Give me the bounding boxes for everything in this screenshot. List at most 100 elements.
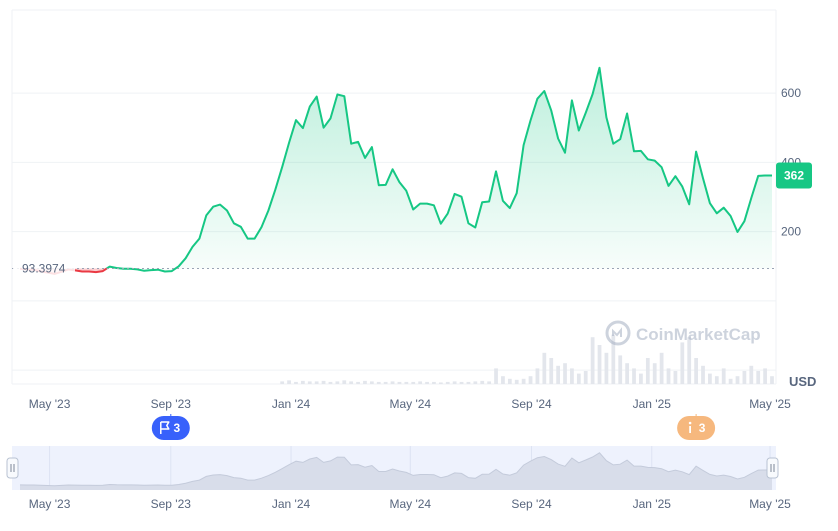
price-point[interactable] — [259, 225, 264, 230]
price-point[interactable] — [169, 269, 174, 274]
price-point[interactable] — [293, 118, 298, 123]
price-point[interactable] — [266, 208, 271, 213]
price-point[interactable] — [114, 265, 119, 270]
price-point[interactable] — [376, 183, 381, 188]
price-point[interactable] — [224, 208, 229, 213]
price-point[interactable] — [749, 196, 754, 201]
price-point[interactable] — [211, 204, 216, 209]
price-point[interactable] — [611, 141, 616, 146]
price-point[interactable] — [721, 205, 726, 210]
price-point[interactable] — [349, 141, 354, 146]
price-point[interactable] — [321, 125, 326, 130]
price-point[interactable] — [638, 148, 643, 153]
info-event-marker[interactable]: 3 — [677, 414, 716, 440]
price-point[interactable] — [438, 221, 443, 226]
price-point[interactable] — [335, 92, 340, 97]
price-point[interactable] — [176, 264, 181, 269]
navigator-left-handle[interactable] — [6, 457, 19, 479]
price-line-up[interactable] — [106, 66, 772, 273]
price-point[interactable] — [494, 169, 499, 174]
price-point[interactable] — [673, 174, 678, 179]
price-point[interactable] — [80, 269, 85, 274]
price-point[interactable] — [576, 128, 581, 133]
price-point[interactable] — [369, 145, 374, 150]
price-point[interactable] — [487, 199, 492, 204]
navigator-right-handle[interactable] — [766, 457, 779, 479]
event-marker-pill[interactable] — [677, 416, 716, 440]
price-point[interactable] — [694, 149, 699, 154]
price-point[interactable] — [300, 126, 305, 131]
price-point[interactable] — [763, 173, 768, 178]
price-point[interactable] — [459, 194, 464, 199]
price-point[interactable] — [645, 157, 650, 162]
price-point[interactable] — [190, 244, 195, 249]
price-point[interactable] — [397, 180, 402, 185]
price-point[interactable] — [86, 269, 91, 274]
price-point[interactable] — [425, 201, 430, 206]
price-point[interactable] — [473, 225, 478, 230]
price-point[interactable] — [362, 155, 367, 160]
price-point[interactable] — [666, 183, 671, 188]
price-point[interactable] — [652, 158, 657, 163]
price-point[interactable] — [707, 201, 712, 206]
price-point[interactable] — [687, 202, 692, 207]
navigator[interactable] — [6, 446, 779, 490]
price-point[interactable] — [135, 267, 140, 272]
price-point[interactable] — [618, 137, 623, 142]
price-point[interactable] — [404, 188, 409, 193]
price-point[interactable] — [569, 98, 574, 103]
price-point[interactable] — [742, 219, 747, 224]
event-marker-pill[interactable] — [151, 416, 190, 440]
price-point[interactable] — [714, 211, 719, 216]
price-point[interactable] — [197, 236, 202, 241]
price-point[interactable] — [231, 221, 236, 226]
price-point[interactable] — [604, 115, 609, 120]
price-point[interactable] — [480, 200, 485, 205]
price-point[interactable] — [680, 184, 685, 189]
price-point[interactable] — [280, 164, 285, 169]
price-point[interactable] — [218, 202, 223, 207]
price-point[interactable] — [632, 149, 637, 154]
price-point[interactable] — [252, 236, 257, 241]
price-point[interactable] — [431, 203, 436, 208]
price-point[interactable] — [273, 187, 278, 192]
price-point[interactable] — [183, 256, 188, 261]
price-point[interactable] — [445, 211, 450, 216]
price-point[interactable] — [735, 229, 740, 234]
price-point[interactable] — [549, 108, 554, 113]
price-point[interactable] — [556, 136, 561, 141]
price-point[interactable] — [701, 176, 706, 181]
price-point[interactable] — [162, 269, 167, 274]
price-point[interactable] — [155, 267, 160, 272]
price-point[interactable] — [500, 198, 505, 203]
price-point[interactable] — [507, 206, 512, 211]
price-point[interactable] — [287, 140, 292, 145]
price-point[interactable] — [563, 150, 568, 155]
price-point[interactable] — [418, 201, 423, 206]
price-point[interactable] — [535, 96, 540, 101]
price-point[interactable] — [390, 167, 395, 172]
price-point[interactable] — [356, 139, 361, 144]
price-point[interactable] — [659, 165, 664, 170]
price-point[interactable] — [521, 143, 526, 148]
price-point[interactable] — [342, 94, 347, 99]
price-point[interactable] — [245, 236, 250, 241]
price-point[interactable] — [756, 173, 761, 178]
price-point[interactable] — [625, 111, 630, 116]
price-point[interactable] — [597, 65, 602, 70]
price-point[interactable] — [514, 191, 519, 196]
price-point[interactable] — [238, 224, 243, 229]
price-point[interactable] — [93, 270, 98, 275]
price-point[interactable] — [314, 94, 319, 99]
price-point[interactable] — [204, 213, 209, 218]
price-point[interactable] — [328, 116, 333, 121]
price-point[interactable] — [307, 104, 312, 109]
flag-event-marker[interactable]: 3 — [151, 414, 190, 440]
price-point[interactable] — [383, 182, 388, 187]
price-point[interactable] — [728, 214, 733, 219]
price-point[interactable] — [583, 110, 588, 115]
price-point[interactable] — [452, 191, 457, 196]
price-point[interactable] — [100, 269, 105, 274]
